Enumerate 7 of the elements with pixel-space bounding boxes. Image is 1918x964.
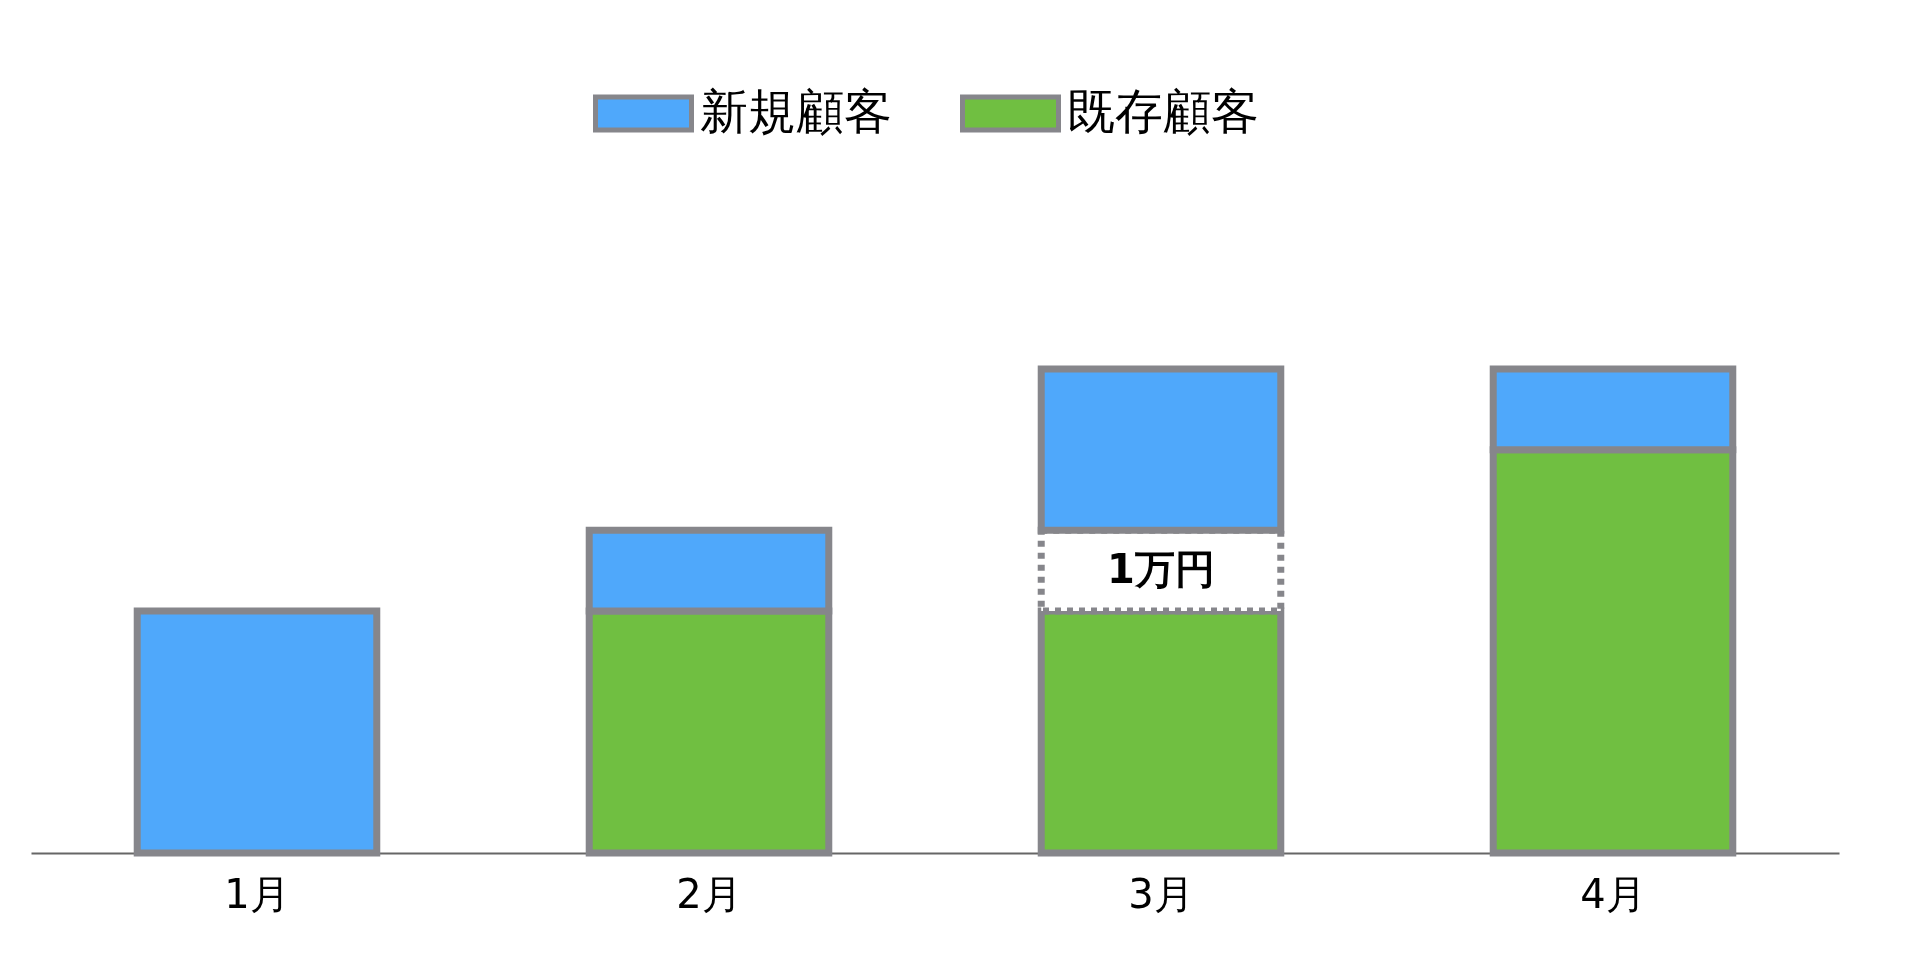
data-label: 1万円 (1107, 545, 1215, 592)
x-tick-label: 2月 (676, 870, 742, 917)
x-tick-label: 3月 (1128, 870, 1194, 917)
x-tick-label: 1月 (224, 870, 290, 917)
legend-label: 新規顧客 (700, 82, 892, 139)
legend-label: 既存顧客 (1067, 82, 1259, 139)
x-tick-label: 4月 (1580, 870, 1646, 917)
